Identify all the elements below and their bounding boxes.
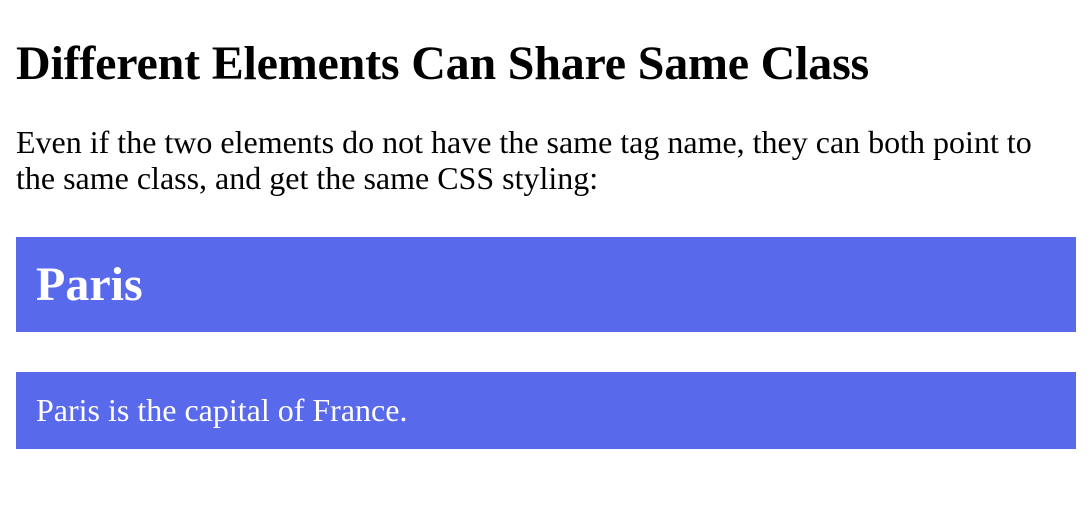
page-title: Different Elements Can Share Same Class <box>16 37 870 90</box>
city-heading: Paris <box>16 237 1076 332</box>
intro-paragraph: Even if the two elements do not have the… <box>16 124 1032 196</box>
city-description: Paris is the capital of France. <box>16 372 1076 449</box>
